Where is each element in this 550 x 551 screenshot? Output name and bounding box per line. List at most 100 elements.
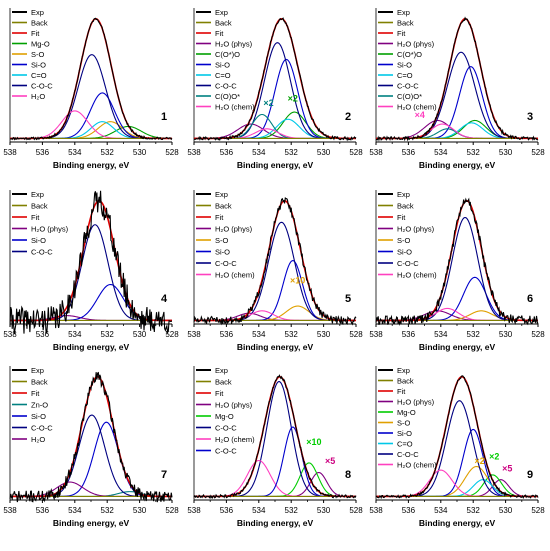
experimental-curve bbox=[193, 17, 357, 142]
experimental-curve bbox=[375, 197, 539, 327]
x-tick-label: 538 bbox=[3, 330, 17, 339]
x-tick-label: 530 bbox=[317, 330, 331, 339]
scale-multiplier-label: ×2 bbox=[288, 93, 298, 103]
legend-entry: C-O-C bbox=[215, 259, 237, 268]
x-tick-label: 536 bbox=[402, 506, 416, 515]
x-axis-label: Binding energy, eV bbox=[419, 160, 496, 170]
x-tick-label: 528 bbox=[165, 148, 179, 157]
x-tick-label: 532 bbox=[285, 330, 299, 339]
x-tick-label: 536 bbox=[402, 148, 416, 157]
legend-entry: Fit bbox=[397, 213, 406, 222]
x-tick-label: 536 bbox=[402, 330, 416, 339]
component-curve bbox=[376, 479, 538, 497]
legend-entry: Fit bbox=[397, 29, 406, 38]
legend-entry: Si-O bbox=[31, 61, 46, 70]
legend-entry: Exp bbox=[397, 190, 410, 199]
legend-entry: C-O-C bbox=[397, 259, 419, 268]
x-tick-label: 530 bbox=[499, 506, 513, 515]
legend-entry: C-O-C bbox=[397, 450, 419, 459]
legend-entry: Fit bbox=[31, 389, 40, 398]
panel-4: 538 536 534 532 530 528 Binding energy, eV Exp B… bbox=[3, 190, 179, 352]
legend-entry: Fit bbox=[215, 29, 224, 38]
x-tick-label: 536 bbox=[36, 330, 50, 339]
component-curve bbox=[10, 121, 172, 139]
panel-1: 538 536 534 532 530 528 Binding energy, eV Exp B… bbox=[3, 8, 179, 170]
legend-entry: C(O*)O bbox=[215, 50, 240, 59]
component-curve bbox=[376, 119, 538, 139]
x-tick-label: 534 bbox=[434, 330, 448, 339]
legend-entry: C-O-C bbox=[215, 447, 237, 456]
scale-multiplier-label: ×10 bbox=[306, 437, 321, 447]
legend-entry: Back bbox=[397, 377, 414, 386]
x-tick-label: 528 bbox=[349, 506, 363, 515]
x-tick-label: 536 bbox=[220, 506, 234, 515]
x-tick-label: 536 bbox=[220, 330, 234, 339]
legend-entry: Si-O bbox=[215, 248, 230, 257]
x-tick-label: 528 bbox=[531, 506, 545, 515]
legend-entry: Exp bbox=[31, 8, 44, 17]
x-axis-label: Binding energy, eV bbox=[53, 342, 130, 352]
legend-entry: H₂O bbox=[31, 435, 45, 444]
panel-number: 1 bbox=[161, 111, 167, 123]
panel-number: 3 bbox=[527, 111, 533, 123]
x-tick-label: 530 bbox=[499, 330, 513, 339]
x-tick-label: 534 bbox=[68, 148, 82, 157]
x-tick-label: 532 bbox=[101, 506, 115, 515]
x-axis-label: Binding energy, eV bbox=[419, 518, 496, 528]
x-tick-label: 528 bbox=[165, 506, 179, 515]
scale-multiplier-label: ×2 bbox=[263, 98, 273, 108]
x-tick-label: 534 bbox=[68, 506, 82, 515]
legend-entry: S-O bbox=[397, 419, 411, 428]
x-tick-label: 532 bbox=[285, 506, 299, 515]
legend-entry: H₂O (chem) bbox=[215, 103, 255, 112]
legend-entry: H₂O (chem) bbox=[397, 103, 437, 112]
scale-multiplier-label: ×5 bbox=[325, 456, 335, 466]
x-axis-label: Binding energy, eV bbox=[53, 160, 130, 170]
legend-entry: C(O)O* bbox=[397, 92, 422, 101]
panel-number: 4 bbox=[161, 293, 168, 305]
panel-5: 538 536 534 532 530 528 Binding energy, eV Exp B… bbox=[187, 190, 363, 352]
legend-entry: H₂O (chem) bbox=[397, 461, 437, 470]
x-tick-label: 528 bbox=[349, 148, 363, 157]
legend-entry: C(O*)O bbox=[397, 50, 422, 59]
legend-entry: Exp bbox=[215, 366, 228, 375]
x-axis-label: Binding energy, eV bbox=[237, 518, 314, 528]
legend-entry: Fit bbox=[215, 213, 224, 222]
legend-entry: H₂O (chem) bbox=[215, 271, 255, 280]
legend-entry: C-O-C bbox=[31, 424, 53, 433]
x-tick-label: 536 bbox=[220, 148, 234, 157]
legend-entry: Si-O bbox=[397, 429, 412, 438]
x-tick-label: 538 bbox=[369, 330, 383, 339]
legend-entry: Exp bbox=[215, 190, 228, 199]
legend-entry: Fit bbox=[31, 29, 40, 38]
legend-entry: Back bbox=[397, 202, 414, 211]
legend-entry: S-O bbox=[31, 50, 45, 59]
legend-entry: H₂O (phys) bbox=[215, 40, 253, 49]
x-axis-label: Binding energy, eV bbox=[419, 342, 496, 352]
x-tick-label: 532 bbox=[467, 506, 481, 515]
legend-entry: Back bbox=[31, 202, 48, 211]
x-tick-label: 532 bbox=[467, 330, 481, 339]
x-tick-label: 536 bbox=[36, 506, 50, 515]
legend-entry: Exp bbox=[397, 366, 410, 375]
legend-entry: Back bbox=[215, 202, 232, 211]
legend-entry: Si-O bbox=[31, 412, 46, 421]
legend-entry: H₂O (phys) bbox=[397, 225, 435, 234]
component-curve bbox=[194, 111, 356, 139]
experimental-curve bbox=[193, 196, 357, 326]
scale-multiplier-label: ×4 bbox=[415, 110, 425, 120]
legend-entry: Exp bbox=[215, 8, 228, 17]
x-tick-label: 538 bbox=[369, 506, 383, 515]
legend-entry: C(O)O* bbox=[215, 92, 240, 101]
legend-entry: H₂O (chem) bbox=[215, 435, 255, 444]
x-tick-label: 538 bbox=[187, 506, 201, 515]
legend-entry: Si-O bbox=[215, 61, 230, 70]
legend-entry: Si-O bbox=[31, 236, 46, 245]
x-tick-label: 532 bbox=[467, 148, 481, 157]
x-tick-label: 532 bbox=[285, 148, 299, 157]
x-tick-label: 532 bbox=[101, 330, 115, 339]
legend-entry: Mg-O bbox=[397, 408, 416, 417]
component-curve bbox=[10, 121, 172, 139]
legend-entry: Mg-O bbox=[215, 412, 234, 421]
